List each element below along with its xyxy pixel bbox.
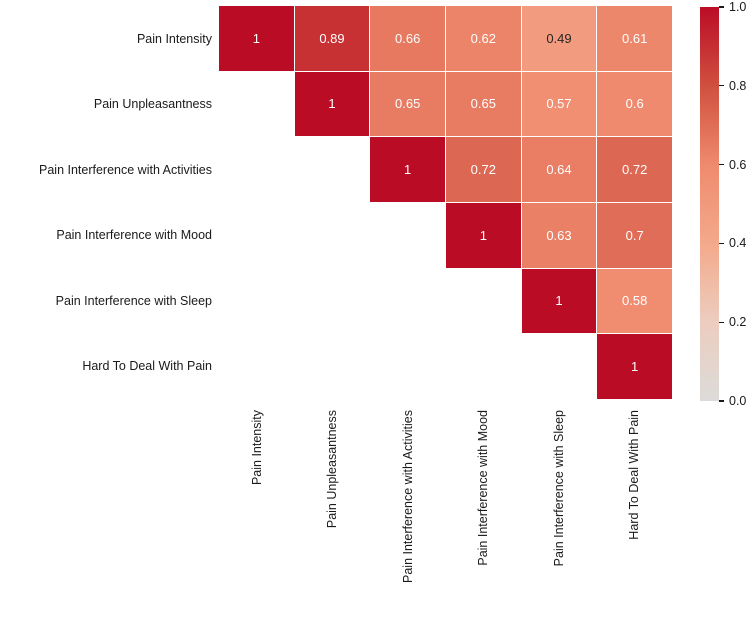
colorbar-tick-label: 1.0 [729,0,747,14]
heatmap-cell-masked [219,137,294,202]
x-axis-label: Pain Interference with Activities [400,410,415,583]
colorbar-tick-label: 0.8 [729,78,747,93]
heatmap-cell-masked [370,202,445,268]
colorbar-tick-label: 0.6 [729,157,747,172]
heatmap-cell-masked [521,334,597,399]
x-axis-label: Pain Interference with Sleep [551,410,566,567]
heatmap-cell-value: 0.61 [622,30,648,46]
heatmap-cell-value: 0.66 [395,30,421,46]
heatmap-cell-value: 0.62 [470,30,496,46]
x-axis-label: Hard To Deal With Pain [627,410,641,540]
y-axis-label: Pain Interference with Sleep [55,293,212,308]
heatmap-cell-value: 0.72 [622,162,648,178]
heatmap-cell: 0.7 [597,202,672,268]
heatmap-cell-masked [370,268,445,334]
x-axis-label-slot: Pain Interference with Activities [370,410,446,623]
heatmap-cell: 0.61 [597,6,672,71]
heatmap-cell-masked [294,137,370,202]
heatmap-cell: 1 [597,334,672,399]
colorbar-tick [719,85,724,87]
heatmap-cell-value: 0.7 [625,227,644,243]
heatmap-cell: 0.58 [597,268,672,334]
heatmap-cell: 0.72 [445,137,521,202]
heatmap-cell: 0.63 [521,202,597,268]
colorbar-tick-label: 0.2 [729,314,747,329]
x-axis-label: Pain Interference with Mood [476,410,490,566]
heatmap-cell: 0.72 [597,137,672,202]
colorbar-tick-label: 0.4 [729,236,747,251]
heatmap-cell: 0.57 [521,71,597,137]
x-axis-label-slot: Pain Intensity [219,410,295,623]
heatmap-cell: 1 [370,137,445,202]
heatmap-cell-value: 1 [555,293,563,309]
heatmap-cell-value: 1 [252,30,260,46]
heatmap-cell: 0.65 [445,71,521,137]
y-axis-label-slot: Pain Intensity [0,6,212,72]
colorbar-tick [719,163,724,166]
y-axis-label: Pain Interference with Activities [39,162,212,177]
heatmap-cell-value: 0.57 [546,96,572,112]
heatmap-cell: 0.66 [370,6,445,71]
x-axis-label-slot: Pain Interference with Sleep [521,410,597,623]
heatmap-cell: 0.49 [521,6,597,71]
x-axis-label: Pain Unpleasantness [325,410,339,529]
heatmap-cell: 1 [294,71,370,137]
colorbar-gradient [700,7,719,401]
heatmap-cell: 0.89 [294,6,370,71]
heatmap-cell: 0.64 [521,137,597,202]
y-axis-labels: Pain Intensity Pain Unpleasantness Pain In… [0,6,212,399]
colorbar: 1.0 0.8 0.6 0.4 0.2 0.0 [700,1,752,407]
heatmap-cell-value: 0.63 [546,227,572,243]
x-axis-label-slot: Pain Interference with Mood [446,410,522,623]
y-axis-label: Pain Interference with Mood [56,228,212,242]
heatmap-grid: 1 0.89 0.66 0.62 0.49 0.61 1 0.65 0.65 0.57 0.6 1 0.… [219,6,672,399]
y-axis-label-slot: Pain Unpleasantness [0,72,212,138]
y-axis-label-slot: Pain Interference with Mood [0,203,212,269]
colorbar-tick [719,321,724,323]
y-axis-label-slot: Pain Interference with Activities [0,137,212,203]
heatmap-cell-masked [294,202,370,268]
colorbar-tick [719,242,724,245]
heatmap-cell-value: 0.65 [395,96,421,112]
heatmap-cell-value: 1 [479,227,487,243]
y-axis-label: Pain Intensity [136,31,212,46]
heatmap-cell-masked [294,334,370,399]
heatmap-cell: 1 [445,202,521,268]
heatmap-cell: 0.62 [445,6,521,71]
heatmap-cell-value: 0.58 [622,293,648,309]
heatmap-cell-value: 0.65 [470,96,496,112]
heatmap-cell-value: 1 [328,96,336,112]
heatmap-cell-value: 0.6 [625,96,644,112]
x-axis-label-slot: Hard To Deal With Pain [597,410,673,623]
heatmap-cell-masked [219,268,294,334]
y-axis-label: Hard To Deal With Pain [82,359,212,373]
heatmap-cell-value: 1 [404,162,412,178]
heatmap-cell: 0.65 [370,71,445,137]
heatmap-cell-masked [294,268,370,334]
heatmap-cell-value: 0.89 [319,30,345,46]
heatmap-cell-value: 1 [631,359,639,375]
colorbar-tick [719,6,724,8]
heatmap-cell-masked [445,334,521,399]
x-axis-labels: Pain Intensity Pain Unpleasantness Pain In… [219,410,672,623]
heatmap-cell-masked [445,268,521,334]
colorbar-tick-label: 0.0 [729,393,747,408]
y-axis-label-slot: Pain Interference with Sleep [0,268,212,334]
x-axis-label-slot: Pain Unpleasantness [295,410,371,623]
heatmap-cell-value: 0.64 [546,162,572,178]
heatmap-cell-value: 0.49 [546,30,572,46]
y-axis-label-slot: Hard To Deal With Pain [0,334,212,400]
heatmap-cell-masked [219,202,294,268]
x-axis-label: Pain Intensity [249,410,264,486]
heatmap-cell-masked [370,334,445,399]
heatmap-cell: 0.6 [597,71,672,137]
heatmap-cell-value: 0.72 [470,162,496,178]
heatmap-cell: 1 [219,6,294,71]
heatmap-cell: 1 [521,268,597,334]
colorbar-tick [719,400,724,402]
y-axis-label: Pain Unpleasantness [93,97,212,111]
heatmap-cell-masked [219,71,294,137]
heatmap-cell-masked [219,334,294,399]
